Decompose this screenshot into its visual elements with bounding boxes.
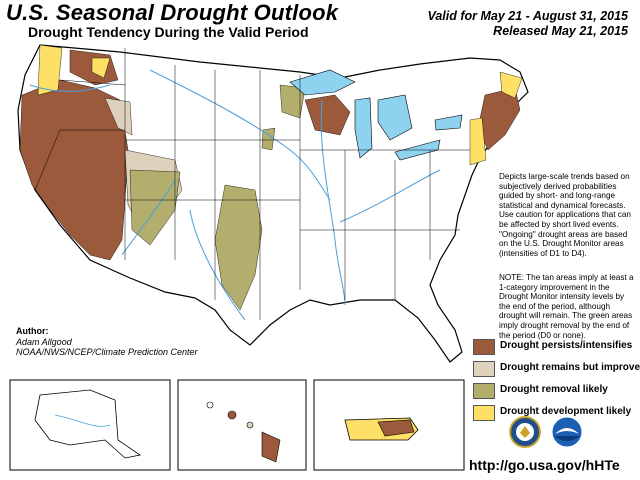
legend-label-removal: Drought removal likely	[500, 384, 608, 395]
river-colorado	[121, 179, 176, 256]
lake-huron	[377, 94, 413, 141]
valid-line: Valid for May 21 - August 31, 2015	[427, 9, 628, 23]
drought-persist-mi	[304, 94, 351, 136]
map-title: U.S. Seasonal Drought Outlook	[6, 0, 339, 25]
legend-label-persist: Drought persists/intensifies	[500, 340, 633, 351]
doc-seal-icon	[509, 416, 541, 448]
legend-label-development: Drought development likely	[500, 406, 632, 417]
drought-removal-sd	[261, 127, 276, 151]
description-text: Depicts large-scale trends based on subj…	[499, 172, 631, 258]
hawaii-island-2	[227, 410, 237, 420]
author-name: Adam Allgood	[16, 336, 72, 347]
drought-removal-southwest	[129, 169, 181, 246]
more-info-link[interactable]: http://go.usa.gov/hHTe	[469, 457, 620, 473]
drought-develop-wa	[37, 44, 63, 96]
river-missouri	[149, 69, 331, 201]
drought-persist-west	[19, 79, 129, 261]
drought-develop-me	[499, 71, 523, 99]
released-line: Released May 21, 2015	[493, 24, 628, 38]
state-lines	[34, 48, 470, 320]
lake-superior	[289, 69, 356, 96]
legend-swatch-development	[473, 405, 495, 421]
hawaii-inset-frame	[177, 379, 307, 471]
legend-swatch-persist	[473, 339, 495, 355]
hawaii-island-3	[246, 421, 254, 429]
author-label: Author:	[16, 326, 49, 336]
note-text: NOTE: The tan areas imply at least a 1-c…	[499, 273, 634, 340]
river-rio-grande	[189, 209, 246, 321]
map-subtitle: Drought Tendency During the Valid Period	[28, 24, 309, 40]
lake-ontario	[434, 114, 463, 131]
legend-swatch-improve	[473, 361, 495, 377]
valid-period: Valid for May 21 - August 31, 2015 Relea…	[427, 9, 628, 39]
noaa-logo-icon	[551, 416, 583, 448]
legend-label-improve: Drought remains but improves	[500, 362, 640, 373]
puerto-rico-persist	[377, 419, 415, 437]
drought-develop-id	[91, 57, 111, 79]
author-org: NOAA/NWS/NCEP/Climate Prediction Center	[16, 347, 198, 357]
hawaii-big-island	[261, 431, 281, 463]
river-columbia	[29, 84, 111, 92]
lake-michigan	[354, 97, 373, 159]
legend-swatch-removal	[473, 383, 495, 399]
drought-removal-plains	[214, 184, 263, 311]
river-mississippi	[320, 99, 346, 306]
hawaii-island-1	[206, 401, 214, 409]
author-block: Author: Adam Allgood NOAA/NWS/NCEP/Clima…	[16, 326, 198, 358]
river-ohio	[339, 169, 441, 223]
alaska-river	[54, 414, 111, 427]
